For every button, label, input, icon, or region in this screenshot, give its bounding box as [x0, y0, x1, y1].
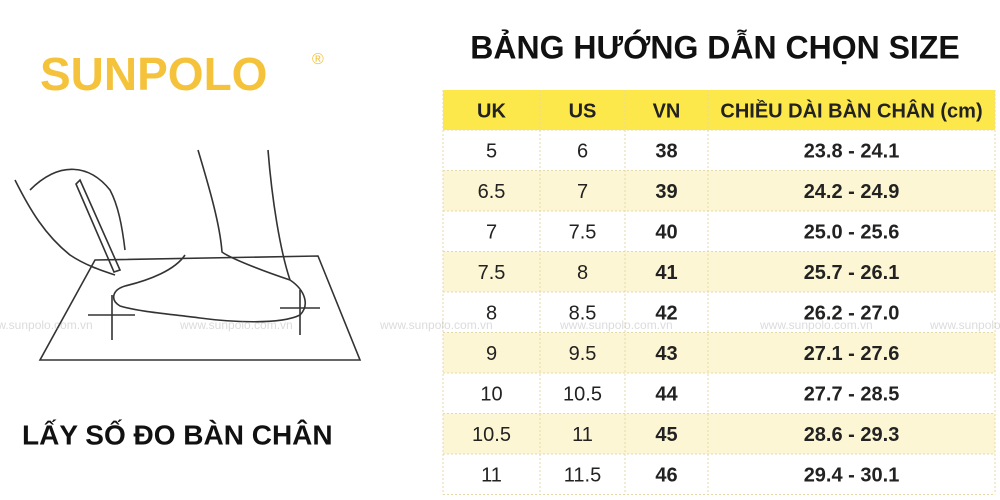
table-cell: 44 — [655, 384, 678, 406]
table-cell: 28.6 - 29.3 — [804, 424, 900, 446]
table-cell: 26.2 - 27.0 — [804, 303, 900, 325]
table-cell: 38 — [655, 141, 677, 163]
watermark: www.sunpolo.com.vn — [379, 318, 493, 332]
header-cell: VN — [653, 100, 681, 122]
watermark: www.sunpolo.com.vn — [179, 318, 293, 332]
table-cell: 6 — [577, 141, 588, 163]
table-cell: 11 — [572, 424, 593, 446]
table-cell: 9 — [486, 343, 497, 365]
table-cell: 39 — [655, 181, 677, 203]
table-cell: 7 — [486, 222, 497, 244]
header-cell: US — [569, 100, 597, 122]
table-cell: 8 — [577, 262, 588, 284]
table-cell: 27.1 - 27.6 — [804, 343, 900, 365]
table-cell: 42 — [655, 303, 677, 325]
table-cell: 24.2 - 24.9 — [804, 181, 900, 203]
table-cell: 40 — [655, 222, 677, 244]
table-row — [443, 292, 995, 333]
table-row — [443, 170, 995, 211]
table-row — [443, 413, 995, 454]
table-row — [443, 454, 995, 495]
table-cell: 27.7 - 28.5 — [804, 384, 900, 406]
watermark: www.sunpolo.com.vn — [929, 318, 1000, 332]
table-cell: 7 — [577, 181, 588, 203]
table-cell: 5 — [486, 141, 497, 163]
table-cell: 23.8 - 24.1 — [804, 141, 900, 163]
watermark: www.sunpolo.com.vn — [559, 318, 673, 332]
header-row — [443, 90, 995, 130]
table-cell: 9.5 — [569, 343, 597, 365]
header-cell: UK — [477, 100, 506, 122]
watermark: www.sunpolo.com.vn — [0, 318, 93, 332]
table-row — [443, 130, 995, 171]
logo: SUNPOLO — [40, 48, 267, 100]
table-cell: 10.5 — [563, 384, 602, 406]
table-cell: 8 — [486, 303, 497, 325]
table-cell: 7.5 — [569, 222, 597, 244]
table-cell: 11 — [481, 465, 502, 487]
foot-illustration — [14, 149, 362, 361]
table-cell: 6.5 — [478, 181, 506, 203]
table-cell: 10.5 — [472, 424, 511, 446]
table-cell: 8.5 — [569, 303, 597, 325]
table-cell: 25.7 - 26.1 — [804, 262, 900, 284]
caption: LẤY SỐ ĐO BÀN CHÂN — [22, 418, 333, 450]
watermark: www.sunpolo.com.vn — [759, 318, 873, 332]
table-cell: 41 — [655, 262, 677, 284]
table-row — [443, 251, 995, 292]
table-cell: 25.0 - 25.6 — [804, 222, 900, 244]
table-cell: 7.5 — [478, 262, 506, 284]
table-row — [443, 373, 995, 414]
table-row — [443, 332, 995, 373]
table-cell: 29.4 - 30.1 — [804, 465, 900, 487]
table-cell: 10 — [480, 384, 502, 406]
table-row — [443, 211, 995, 252]
table-cell: 46 — [655, 465, 677, 487]
size-table: UK US VN CHIỀU DÀI BÀN CHÂN (cm) 5 6 38 23.8 - … — [442, 90, 996, 495]
table-cell: 11.5 — [564, 465, 601, 487]
header-cell: CHIỀU DÀI BÀN CHÂN (cm) — [720, 98, 982, 122]
table-cell: 45 — [655, 424, 677, 446]
table-title: BẢNG HƯỚNG DẪN CHỌN SIZE — [470, 29, 959, 65]
logo-mark: ® — [312, 51, 324, 68]
table-cell: 43 — [655, 343, 677, 365]
